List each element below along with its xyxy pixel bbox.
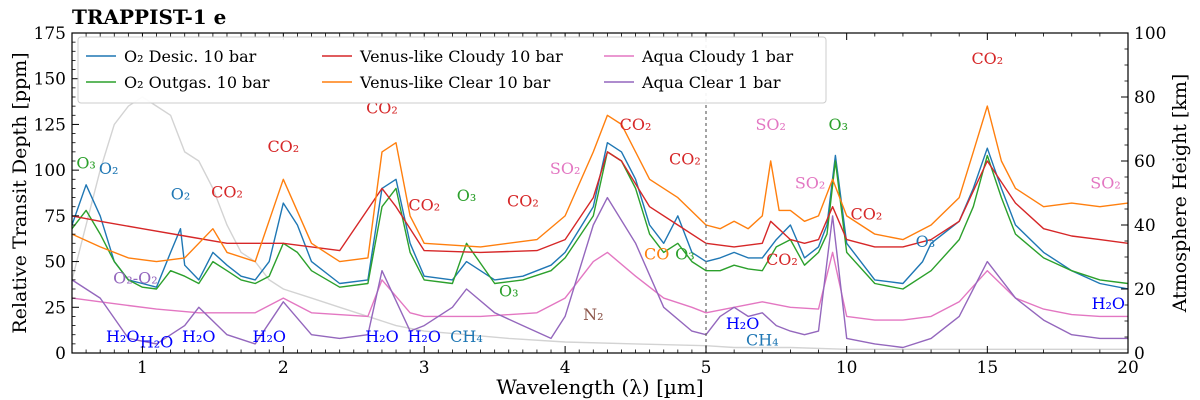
legend-label-venus-like-clear-10-bar: Venus-like Clear 10 bar [359,73,551,92]
y-tick-label: 50 [44,253,66,273]
x-tick-label: 20 [1117,358,1139,378]
molecule-label: CO₂ [669,150,701,169]
molecule-label: N₂ [583,305,603,324]
y-tick-label: 125 [34,115,66,135]
legend-label-aqua-clear-1-bar: Aqua Clear 1 bar [641,73,781,92]
series-line-o-outgas-10-bar [72,151,1128,290]
y-right-tick-label: 0 [1134,344,1145,364]
x-tick-label: 3 [419,358,430,378]
series-line-aqua-clear-1-bar [72,196,1128,349]
y-tick-label: 0 [55,344,66,364]
series-layer [72,105,1128,349]
x-tick-label: 4 [560,358,571,378]
y-tick-label: 175 [34,24,66,44]
molecule-label: CO₂ [211,183,243,202]
y-axis-label-left: Relative Transit Depth [ppm] [9,52,31,333]
y-right-tick-label: 100 [1134,24,1166,44]
molecule-label: SO₂ [1090,173,1121,192]
x-tick-label: 2 [278,358,289,378]
y-tick-label: 25 [44,298,66,318]
molecule-label: CH₄ [450,327,483,346]
molecule-label: O₂ [171,184,191,203]
molecule-label: CO₂ [507,192,539,211]
chart-title: TRAPPIST-1 e [72,5,226,29]
molecule-label: H₂O [365,327,398,346]
molecule-label: H₂O [407,327,440,346]
molecule-label: O₃ [76,153,96,172]
molecule-label: CO₂ [620,115,652,134]
molecule-label: O₃ [457,186,477,205]
molecule-label: CO₂ [408,195,440,214]
x-tick-label: 10 [836,358,858,378]
x-axis-label: Wavelength (λ) [µm] [496,375,703,399]
y-axis-label-right: Atmosphere Height [km] [1169,74,1191,314]
molecule-label: SO₂ [795,173,826,192]
molecule-label: CO₂ [766,250,798,269]
y-right-tick-label: 60 [1134,152,1156,172]
molecule-label: SO₂ [550,159,581,178]
molecule-label: H₂O [182,327,215,346]
y-axis-left: 0 25 50 75 100 125 150 175 [34,24,79,364]
legend-box [77,36,827,104]
molecule-label: CO₂ [850,205,882,224]
molecule-label: H₂O [1092,294,1125,313]
series-line-venus-like-cloudy-10-bar [72,151,1128,254]
x-tick-label: 1 [137,358,148,378]
legend-label-venus-like-cloudy-10-bar: Venus-like Cloudy 10 bar [359,47,563,66]
molecule-label: O₂ [99,159,119,178]
molecule-label: O₃ [675,245,695,264]
molecule-label: CO₂ [971,49,1003,68]
legend-label-o-desic-10-bar: O₂ Desic. 10 bar [124,47,257,66]
molecule-label: CO₂ [267,137,299,156]
molecule-label: H₂O [726,314,759,333]
molecule-label: H₂O [253,327,286,346]
series-line-venus-like-clear-10-bar [72,105,1128,263]
y-right-tick-label: 20 [1134,280,1156,300]
molecule-label: O₂-O₂ [113,269,157,288]
legend-label-aqua-cloudy-1-bar: Aqua Cloudy 1 bar [641,47,793,66]
molecule-label: CO [644,245,669,264]
molecule-label: O₃ [499,281,519,300]
legend: O₂ Desic. 10 bar O₂ Outgas. 10 bar Venus-l… [77,36,827,104]
series-line-aqua-cloudy-1-bar [72,251,1128,321]
y-axis-right: 0 20 40 60 80 100 [1121,24,1166,364]
y-right-tick-label: 80 [1134,88,1156,108]
y-tick-label: 75 [44,207,66,227]
molecule-label: CH₄ [746,331,779,350]
y-right-tick-label: 40 [1134,216,1156,236]
molecule-label: O₃ [916,232,936,251]
x-axis: 1 2 3 4 5 10 15 20 [85,33,1139,378]
y-tick-label: 150 [34,70,66,90]
x-tick-label: 15 [977,358,999,378]
molecule-label: SO₂ [755,115,786,134]
molecule-label: H₂O [140,333,173,352]
y-tick-label: 100 [34,161,66,181]
molecule-label: H₂O [106,327,139,346]
molecule-label: O₃ [828,115,848,134]
legend-label-o-outgas-10-bar: O₂ Outgas. 10 bar [124,73,270,92]
x-tick-label: 5 [701,358,712,378]
